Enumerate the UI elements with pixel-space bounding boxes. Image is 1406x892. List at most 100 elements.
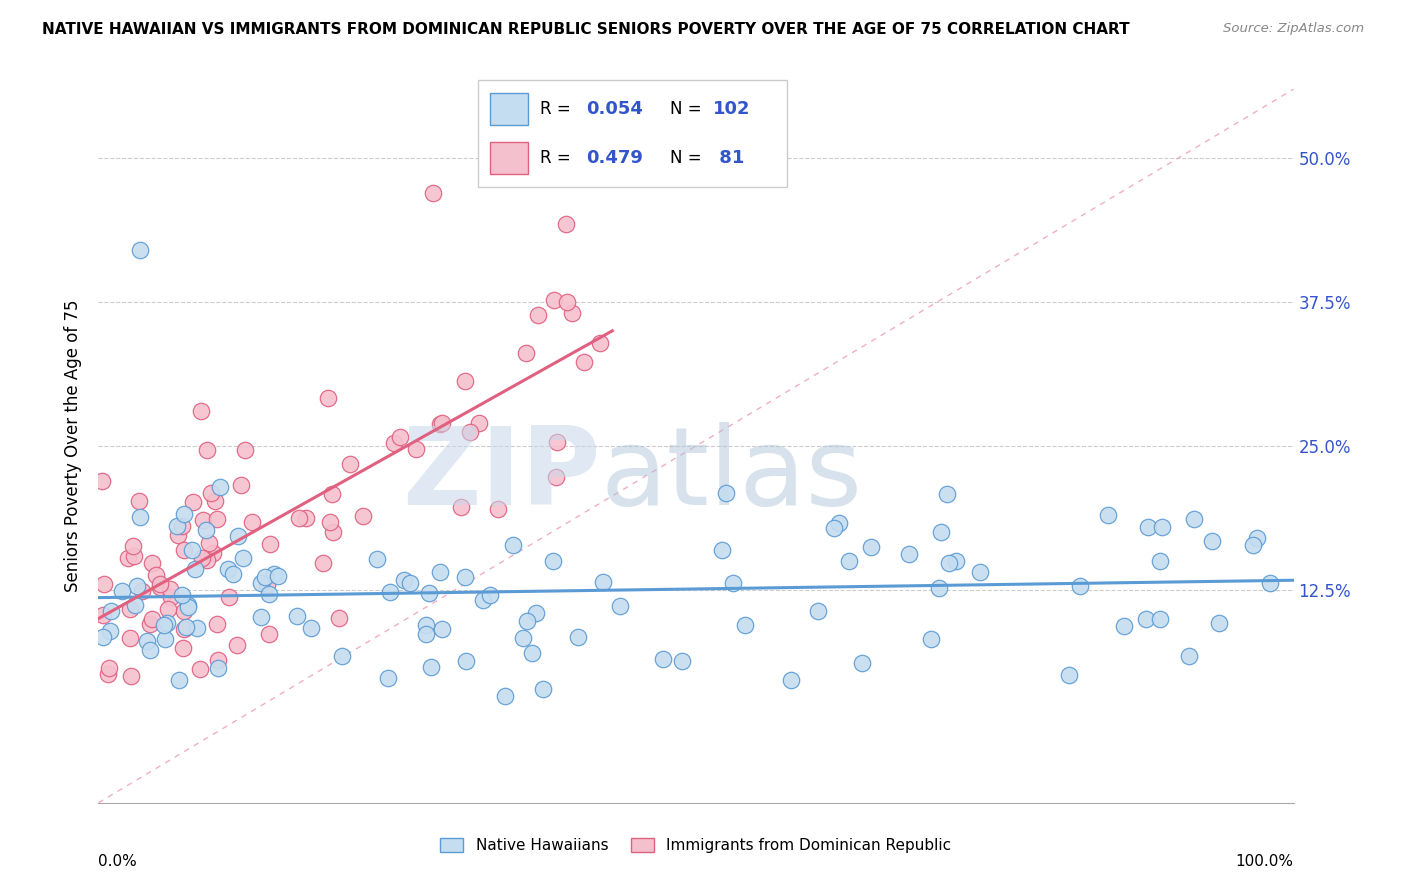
Point: [502, 538, 524, 552]
Point: [1182, 512, 1205, 526]
Point: [1097, 508, 1119, 522]
Point: [1208, 616, 1230, 631]
Point: [851, 656, 873, 670]
Point: [156, 615, 179, 630]
Point: [897, 547, 920, 561]
FancyBboxPatch shape: [491, 143, 527, 175]
Point: [516, 615, 538, 629]
Point: [226, 529, 249, 543]
Point: [1152, 519, 1174, 533]
Point: [153, 618, 176, 632]
Point: [394, 573, 416, 587]
Point: [235, 442, 257, 457]
Point: [432, 622, 454, 636]
Text: atlas: atlas: [600, 422, 862, 527]
Point: [285, 609, 308, 624]
Point: [204, 493, 226, 508]
Point: [90, 475, 112, 489]
Point: [225, 638, 247, 652]
Text: 0.479: 0.479: [586, 150, 643, 168]
FancyBboxPatch shape: [491, 93, 527, 125]
Point: [207, 653, 229, 667]
Point: [418, 586, 440, 600]
Point: [159, 582, 181, 596]
Point: [240, 515, 263, 529]
Point: [195, 523, 218, 537]
Point: [149, 580, 172, 594]
Point: [205, 616, 228, 631]
Point: [366, 551, 388, 566]
Point: [319, 516, 342, 530]
Point: [432, 417, 454, 431]
Point: [176, 620, 198, 634]
Text: 102: 102: [713, 100, 751, 118]
Point: [250, 610, 273, 624]
Point: [100, 604, 122, 618]
Point: [141, 556, 163, 570]
Point: [807, 604, 830, 618]
Point: [567, 630, 589, 644]
Point: [468, 417, 491, 431]
Point: [118, 602, 141, 616]
Point: [157, 601, 180, 615]
Point: [191, 513, 214, 527]
Point: [222, 566, 245, 581]
Point: [512, 631, 534, 645]
Point: [202, 546, 225, 560]
Point: [169, 673, 191, 687]
Point: [928, 581, 950, 595]
Point: [546, 434, 568, 449]
Point: [572, 355, 595, 369]
Point: [339, 457, 361, 471]
Point: [128, 494, 150, 508]
Point: [454, 375, 477, 389]
Point: [494, 690, 516, 704]
Point: [524, 607, 547, 621]
Point: [555, 217, 578, 231]
Point: [149, 576, 172, 591]
Point: [294, 511, 316, 525]
Point: [828, 516, 851, 531]
Point: [920, 632, 942, 646]
Point: [388, 430, 411, 444]
Text: ZIP: ZIP: [402, 422, 600, 527]
Y-axis label: Seniors Poverty Over the Age of 75: Seniors Poverty Over the Age of 75: [65, 300, 83, 592]
Point: [429, 417, 451, 431]
Point: [256, 578, 278, 592]
Point: [555, 295, 578, 310]
Point: [714, 485, 737, 500]
Point: [172, 641, 194, 656]
Point: [419, 659, 441, 673]
Point: [122, 549, 145, 563]
Point: [520, 646, 543, 660]
Point: [652, 652, 675, 666]
Point: [93, 607, 115, 622]
Point: [97, 666, 120, 681]
Point: [312, 557, 335, 571]
Point: [93, 577, 115, 591]
Point: [257, 587, 280, 601]
Point: [177, 600, 200, 615]
Point: [257, 626, 280, 640]
Point: [198, 536, 221, 550]
Point: [328, 611, 350, 625]
Point: [479, 588, 502, 602]
Point: [122, 539, 145, 553]
Point: [1178, 649, 1201, 664]
Point: [527, 309, 550, 323]
Point: [91, 630, 114, 644]
Point: [352, 508, 374, 523]
Point: [159, 591, 181, 605]
Point: [141, 612, 163, 626]
Point: [173, 622, 195, 636]
Point: [380, 585, 402, 599]
Point: [200, 486, 222, 500]
Point: [859, 540, 882, 554]
Text: R =: R =: [540, 100, 576, 118]
Point: [838, 554, 860, 568]
Point: [173, 542, 195, 557]
Point: [184, 562, 207, 576]
Point: [177, 598, 200, 612]
Point: [117, 551, 139, 566]
Point: [207, 660, 229, 674]
